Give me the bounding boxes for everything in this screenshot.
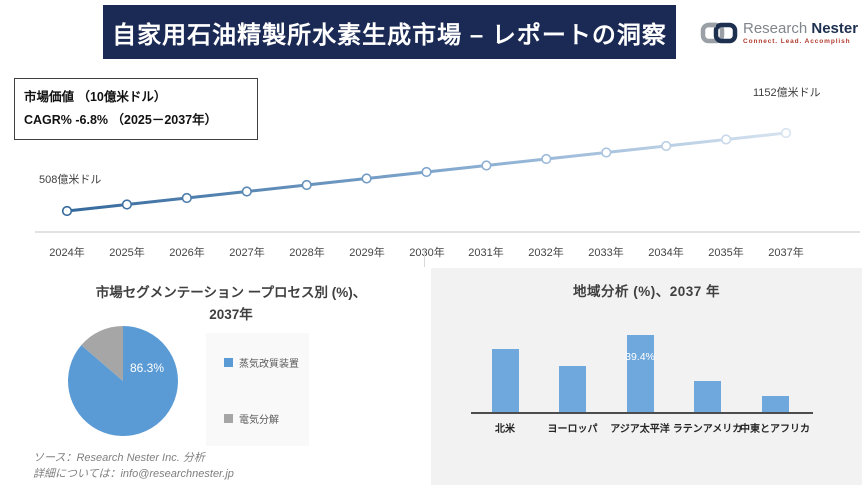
x-axis-label: 2024年 [49, 247, 85, 259]
pie-slice-1 [68, 326, 179, 436]
x-axis-label: 2030年 [409, 247, 445, 259]
data-point-2034年 [661, 140, 672, 152]
x-axis-label: 2032年 [528, 247, 564, 259]
logo-word-research: Research [743, 20, 808, 37]
start-value-label: 508億米ドル [39, 174, 102, 186]
data-point-2037年 [780, 127, 792, 139]
data-point-2030年 [421, 166, 432, 178]
bar-category-label: アジア太平洋 [610, 424, 670, 435]
end-value-label: 1152億米ドル [753, 87, 821, 99]
x-axis-label: 2028年 [289, 247, 325, 259]
data-point-2028年 [301, 179, 312, 191]
cagr-label: CAGR% -6.8% （2025－2037年） [24, 113, 218, 128]
bar-中東とアフリカ [761, 396, 789, 412]
bar-アジア太平洋 [626, 335, 654, 412]
bar-datalabel: 39.4% [625, 351, 655, 363]
x-axis: 2024年 2025年 2026年 2027年 2028年 2029年 2030年 2031年… [0, 244, 862, 260]
x-axis-label: 2033年 [588, 247, 624, 259]
data-point-2033年 [601, 147, 612, 158]
legend-label: 蒸気改質装置 [239, 359, 299, 370]
source-line: ソース：Research Nester Inc. 分析 [33, 452, 205, 464]
divider-tick [424, 249, 425, 267]
x-axis-label: 2034年 [648, 247, 684, 259]
pie-slice-datalabel: 86.3% [129, 361, 165, 375]
pie-title-line1: 市場セグメンテーション ープロセス別 (%)、 [95, 285, 367, 300]
legend-swatch [224, 414, 233, 423]
data-point-markers [61, 127, 792, 217]
logo-text: Research Nester Connect. Lead. Accomplis… [743, 21, 858, 45]
logo-word-nester: Nester [811, 20, 859, 37]
research-nester-logo: Research Nester Connect. Lead. Accomplis… [700, 13, 860, 53]
x-axis-label: 2031年 [468, 247, 504, 259]
bar-ヨーロッパ [559, 366, 586, 412]
data-point-2035年 [720, 134, 732, 145]
pie-title-line2: 2037年 [209, 306, 253, 322]
x-axis-label: 2027年 [229, 247, 265, 259]
bar-category-label: 中東とアフリカ [740, 424, 810, 435]
legend-swatch [224, 358, 233, 367]
x-axis-label: 2026年 [169, 247, 205, 259]
process-pie-chart [68, 326, 179, 436]
data-point-2026年 [181, 192, 192, 204]
market-value-box: 市場価値 （10億米ドル） CAGR% -6.8% （2025－2037年） [14, 78, 258, 141]
data-point-2025年 [121, 199, 132, 210]
bar-category-label: ラテンアメリカ [672, 424, 743, 435]
data-point-2024年 [61, 205, 73, 217]
legend-item-1: 蒸気改質装置 [224, 355, 299, 370]
bar-chart-axis [471, 412, 813, 414]
x-axis-label: 2037年 [768, 247, 804, 259]
x-axis-label: 2029年 [349, 247, 385, 259]
region-analysis-panel: 地域分析 (%)、2037 年 39.4% 北米 ヨーロッパ アジア太平洋 ラテンアメ… [431, 268, 862, 485]
pie-chart-title: 市場セグメンテーション ープロセス別 (%)、 2037年 [35, 282, 427, 325]
bar-category-label: 北米 [495, 424, 515, 435]
bar-北米 [491, 349, 519, 412]
data-point-2027年 [241, 186, 252, 197]
x-axis-label: 2035年 [708, 247, 744, 259]
pie-slice-2 [81, 326, 123, 381]
data-point-2032年 [541, 153, 552, 165]
page-title: 自家用石油精製所水素生成市場 – レポートの洞察 [112, 21, 667, 49]
chain-link-icon [700, 22, 738, 44]
bar-category-label: ヨーロッパ [547, 424, 598, 435]
logo-tagline: Connect. Lead. Accomplish [743, 38, 851, 45]
x-axis-label: 2025年 [109, 247, 145, 259]
contact-line: 詳細については：info@researchnester.jp [33, 467, 234, 480]
pie-legend: 蒸気改質装置 電気分解 [206, 333, 309, 446]
trend-line [65, 131, 788, 213]
legend-item-2: 電気分解 [224, 411, 279, 426]
legend-label: 電気分解 [239, 415, 279, 426]
market-value-label: 市場価値 （10億米ドル） [24, 90, 167, 104]
bar-chart-title: 地域分析 (%)、2037 年 [572, 284, 721, 299]
bar-ラテンアメリカ [694, 381, 721, 412]
data-point-2029年 [361, 173, 372, 184]
header-banner: 自家用石油精製所水素生成市場 – レポートの洞察 [103, 5, 676, 59]
footer: ソース：Research Nester Inc. 分析 詳細については：info… [33, 451, 234, 483]
data-point-2031年 [481, 160, 492, 171]
logo-name: Research Nester [743, 21, 858, 36]
